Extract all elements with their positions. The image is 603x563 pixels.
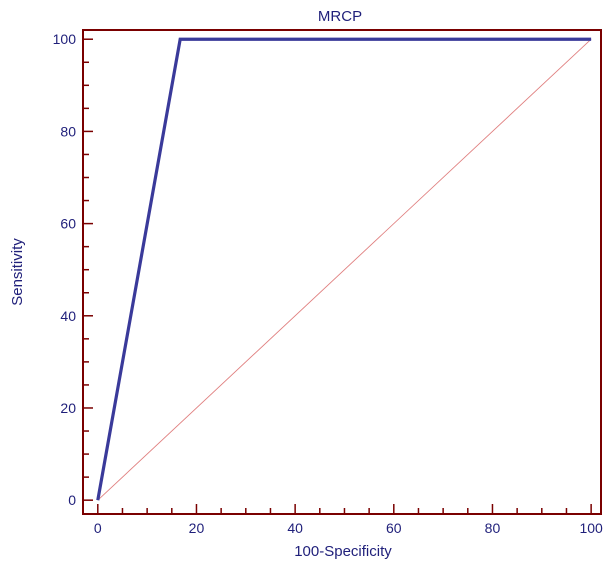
- x-tick-label: 40: [287, 520, 303, 536]
- plot-area: 0 20 40 60 80 100 0 20 40 60 80 100: [53, 29, 603, 536]
- x-tick-label: 20: [189, 520, 205, 536]
- reference-diagonal-line: [97, 38, 592, 501]
- y-tick-label: 60: [60, 216, 76, 232]
- plot-frame: [82, 29, 602, 515]
- y-tick-label: 100: [53, 31, 77, 47]
- x-tick-label: 80: [485, 520, 501, 536]
- y-tick-label: 80: [60, 123, 76, 139]
- roc-curve-line: [96, 37, 592, 501]
- y-tick-label: 40: [60, 308, 76, 324]
- y-tick-label: 20: [60, 400, 76, 416]
- x-tick-label: 60: [386, 520, 402, 536]
- x-axis-label: 100-Specificity: [294, 543, 392, 560]
- y-tick-label: 0: [68, 492, 76, 508]
- x-tick-label: 100: [579, 520, 603, 536]
- chart-title: MRCP: [318, 8, 362, 25]
- y-axis-label: Sensitivity: [9, 238, 26, 306]
- x-tick-label: 0: [94, 520, 102, 536]
